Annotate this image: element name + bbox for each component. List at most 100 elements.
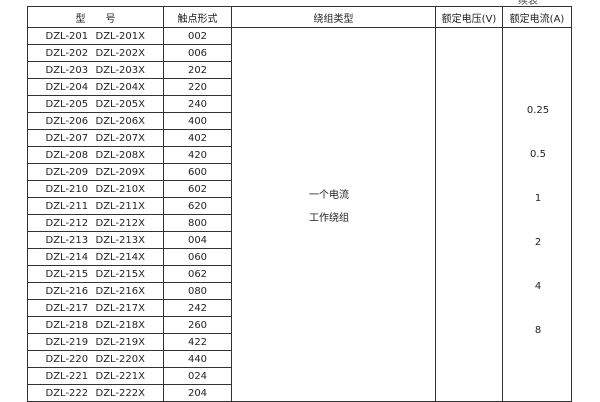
table-row: DZL-217 DZL-217X 242 [27,299,572,317]
table-row: DZL-218 DZL-218X 260 [27,316,572,334]
model: DZL-204 [45,81,89,93]
model-cell: DZL-209 DZL-209X [27,163,164,181]
winding-line1: 一个电流 [309,190,349,201]
model-x: DZL-213X [95,234,146,246]
model: DZL-220 [45,353,89,365]
model-cell: DZL-207 DZL-207X [27,129,164,147]
model-x: DZL-203X [95,64,146,76]
model: DZL-218 [45,319,89,331]
model-x: DZL-221X [95,370,146,382]
model-cell: DZL-210 DZL-210X [27,180,164,198]
header-current: 额定电流(A) [502,6,572,28]
contact-cell: 062 [163,265,232,283]
table-row: DZL-204 DZL-204X 220 [27,78,572,96]
contact-cell: 006 [163,44,232,62]
model: DZL-202 [45,47,89,59]
current-value: 0.25 [526,105,550,116]
model: DZL-219 [45,336,89,348]
model-cell: DZL-216 DZL-216X [27,282,164,300]
contact-cell: 240 [163,95,232,113]
model-x: DZL-214X [95,251,146,263]
model: DZL-212 [45,217,89,229]
continued-label: 续表 [518,0,538,7]
model: DZL-205 [45,98,89,110]
model-cell: DZL-214 DZL-214X [27,248,164,266]
model: DZL-221 [45,370,89,382]
current-value: 4 [534,281,542,292]
model-cell: DZL-220 DZL-220X [27,350,164,368]
current-cell [502,27,572,402]
model-cell: DZL-206 DZL-206X [27,112,164,130]
contact-cell: 220 [163,78,232,96]
table-row: DZL-210 DZL-210X 602 [27,180,572,198]
model-x: DZL-211X [95,200,146,212]
winding-cell [231,27,436,402]
relay-spec-table: 型 号 触点形式 绕组类型 额定电压(V) 额定电流(A) DZL-201 DZL… [27,6,572,402]
contact-cell: 800 [163,214,232,232]
model-x: DZL-201X [95,30,146,42]
model-x: DZL-222X [95,387,146,399]
model-x: DZL-219X [95,336,146,348]
contact-cell: 024 [163,367,232,385]
contact-cell: 260 [163,316,232,334]
contact-cell: 402 [163,129,232,147]
model-x: DZL-205X [95,98,146,110]
model-cell: DZL-217 DZL-217X [27,299,164,317]
table-row: DZL-213 DZL-213X 004 [27,231,572,249]
contact-cell: 202 [163,61,232,79]
model-x: DZL-208X [95,149,146,161]
table-row: DZL-219 DZL-219X 422 [27,333,572,351]
contact-cell: 422 [163,333,232,351]
contact-cell: 204 [163,384,232,402]
current-value: 2 [534,237,542,248]
contact-cell: 080 [163,282,232,300]
header-winding: 绕组类型 [231,6,436,28]
table-row: DZL-201 DZL-201X 002 [27,27,572,402]
model-x: DZL-202X [95,47,146,59]
contact-cell: 400 [163,112,232,130]
contact-cell: 602 [163,180,232,198]
model-cell: DZL-213 DZL-213X [27,231,164,249]
contact-cell: 242 [163,299,232,317]
model: DZL-209 [45,166,89,178]
model-cell: DZL-201 DZL-201X [27,27,164,45]
model: DZL-215 [45,268,89,280]
table-row: DZL-207 DZL-207X 402 [27,129,572,147]
model: DZL-213 [45,234,89,246]
model-cell: DZL-211 DZL-211X [27,197,164,215]
contact-cell: 002 [163,27,232,45]
model: DZL-216 [45,285,89,297]
model-x: DZL-204X [95,81,146,93]
model-x: DZL-209X [95,166,146,178]
header-contact: 触点形式 [163,6,232,28]
model-cell: DZL-202 DZL-202X [27,44,164,62]
table-row: DZL-209 DZL-209X 600 [27,163,572,181]
model-x: DZL-206X [95,115,146,127]
model-cell: DZL-218 DZL-218X [27,316,164,334]
model-x: DZL-218X [95,319,146,331]
voltage-cell [435,27,503,402]
winding-line2: 工作绕组 [309,213,349,224]
model: DZL-214 [45,251,89,263]
model-cell: DZL-208 DZL-208X [27,146,164,164]
model-cell: DZL-221 DZL-221X [27,367,164,385]
table-row: DZL-222 DZL-222X 204 [27,384,572,402]
model-x: DZL-215X [95,268,146,280]
model-cell: DZL-203 DZL-203X [27,61,164,79]
model-cell: DZL-212 DZL-212X [27,214,164,232]
table-row: DZL-212 DZL-212X 800 [27,214,572,232]
current-value: 1 [534,193,542,204]
table-row: DZL-214 DZL-214X 060 [27,248,572,266]
contact-cell: 440 [163,350,232,368]
header-model: 型 号 [27,6,164,28]
model-cell: DZL-215 DZL-215X [27,265,164,283]
model-cell: DZL-219 DZL-219X [27,333,164,351]
model: DZL-208 [45,149,89,161]
table-row: DZL-216 DZL-216X 080 [27,282,572,300]
contact-cell: 600 [163,163,232,181]
model-x: DZL-210X [95,183,146,195]
model: DZL-207 [45,132,89,144]
model-x: DZL-207X [95,132,146,144]
table-row: DZL-211 DZL-211X 620 [27,197,572,215]
model-x: DZL-212X [95,217,146,229]
